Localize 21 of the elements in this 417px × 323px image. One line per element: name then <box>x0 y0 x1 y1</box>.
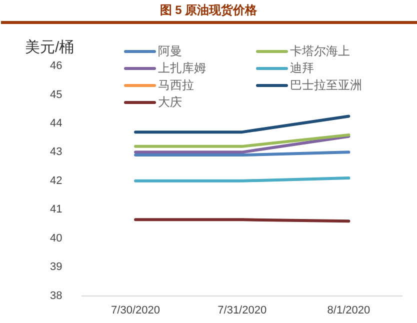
legend-label: 阿曼 <box>158 43 182 60</box>
y-tick-label: 43 <box>50 146 62 158</box>
y-tick-label: 46 <box>50 60 62 72</box>
y-tick-label: 44 <box>50 117 62 130</box>
chart-title: 图 5 原油现货价格 <box>158 2 258 19</box>
legend-label: 马西拉 <box>158 77 194 94</box>
y-tick-label: 40 <box>50 232 62 244</box>
legend-label: 大庆 <box>158 94 182 111</box>
legend-label: 迪拜 <box>290 60 314 77</box>
x-tick-label: 8/1/2020 <box>327 304 370 316</box>
legend-label: 巴士拉至亚洲 <box>290 77 362 94</box>
legend-label: 上扎库姆 <box>158 60 206 77</box>
x-tick-label: 7/31/2020 <box>218 304 267 316</box>
legend-label: 卡塔尔海上 <box>290 43 350 60</box>
y-tick-label: 38 <box>50 290 62 302</box>
y-tick-label: 42 <box>50 174 62 187</box>
y-axis-title: 美元/桶 <box>25 38 74 57</box>
y-tick-label: 41 <box>50 204 62 216</box>
y-tick-label: 45 <box>50 88 62 101</box>
y-tick-label: 39 <box>50 261 62 274</box>
x-tick-label: 7/30/2020 <box>111 304 160 316</box>
